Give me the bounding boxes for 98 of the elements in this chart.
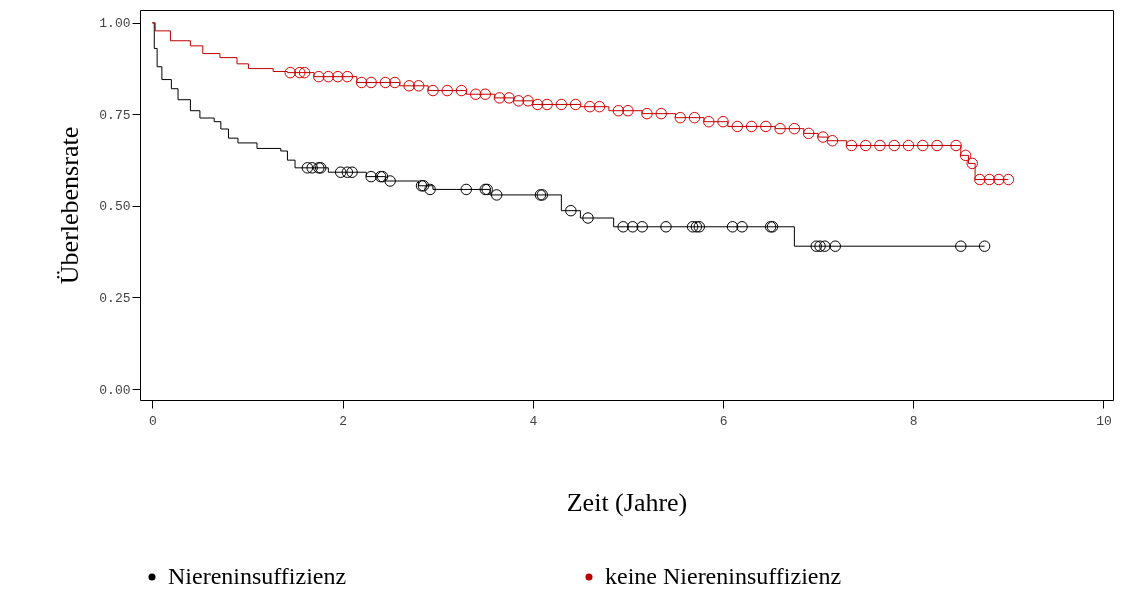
y-tick-label: 0.25 [99, 290, 131, 306]
point [441, 84, 453, 97]
x-tick-label: 6 [719, 413, 728, 429]
point [617, 221, 629, 233]
point [522, 95, 534, 107]
point [424, 183, 436, 196]
point [612, 104, 625, 117]
y-tick-label: 1.00 [99, 16, 131, 32]
point [859, 139, 872, 152]
point [341, 70, 354, 83]
y-tick-label: 0.75 [99, 107, 131, 123]
point [802, 127, 815, 140]
point [686, 221, 699, 233]
point [541, 98, 553, 111]
point [298, 66, 311, 79]
point [703, 115, 715, 128]
point [745, 120, 758, 133]
point [1002, 173, 1015, 186]
point [455, 84, 468, 97]
point [966, 157, 978, 170]
point [301, 162, 314, 174]
point [332, 70, 344, 83]
point [674, 111, 686, 124]
legend-label: keine Niereninsuffizienz [605, 563, 842, 589]
point [845, 139, 858, 152]
point [403, 80, 415, 92]
point [726, 221, 739, 233]
point [565, 204, 577, 217]
legend-label: Niereninsuffizienz [168, 563, 347, 589]
point [717, 115, 729, 128]
point [503, 92, 515, 104]
point [341, 166, 354, 178]
point [365, 76, 377, 89]
x-axis-title: Zeit (Jahre) [566, 487, 688, 517]
point [584, 100, 596, 113]
x-tick-label: 0 [148, 413, 157, 429]
point [531, 98, 544, 111]
point [593, 100, 606, 113]
point [512, 95, 525, 107]
point [306, 162, 318, 174]
point [641, 107, 653, 120]
point [346, 166, 358, 178]
point [950, 139, 962, 152]
point [294, 66, 306, 79]
point [810, 240, 822, 252]
point [736, 221, 748, 233]
point [814, 240, 826, 252]
y-axis-title: Überlebensrate [55, 126, 85, 285]
point [931, 139, 943, 152]
point [490, 189, 503, 201]
point [479, 88, 491, 100]
point [819, 240, 831, 252]
point [284, 66, 297, 79]
point [427, 84, 439, 97]
point [974, 173, 986, 186]
point [470, 88, 482, 100]
point [788, 122, 801, 135]
point [379, 76, 392, 89]
point [817, 131, 829, 143]
point [622, 104, 634, 117]
point [959, 149, 972, 162]
x-tick-label: 4 [529, 413, 538, 429]
point [993, 173, 1005, 186]
point [826, 135, 839, 147]
point [555, 98, 568, 111]
point [688, 111, 701, 124]
y-tick-label: 0.50 [99, 199, 131, 215]
point [983, 173, 996, 186]
point [569, 98, 582, 111]
point [774, 122, 786, 135]
point [389, 76, 401, 89]
point [955, 240, 967, 252]
x-tick-label: 8 [909, 413, 918, 429]
point [582, 212, 594, 224]
point [412, 80, 425, 92]
point [978, 240, 991, 252]
point [384, 175, 396, 187]
point [917, 139, 929, 152]
point [888, 139, 900, 152]
x-tick-label: 10 [1096, 413, 1112, 429]
point [902, 139, 915, 152]
x-tick-label: 2 [339, 413, 347, 429]
point [460, 183, 472, 196]
point [355, 76, 368, 89]
point [660, 221, 672, 233]
point [493, 92, 506, 104]
point [313, 70, 325, 83]
point [322, 70, 335, 83]
point [636, 221, 648, 233]
point [731, 120, 744, 133]
point [760, 120, 772, 133]
point [874, 139, 886, 152]
point [655, 107, 667, 120]
point [626, 221, 639, 233]
point [829, 240, 842, 252]
point [365, 170, 377, 183]
y-tick-label: 0.00 [99, 382, 131, 398]
point [334, 166, 347, 178]
